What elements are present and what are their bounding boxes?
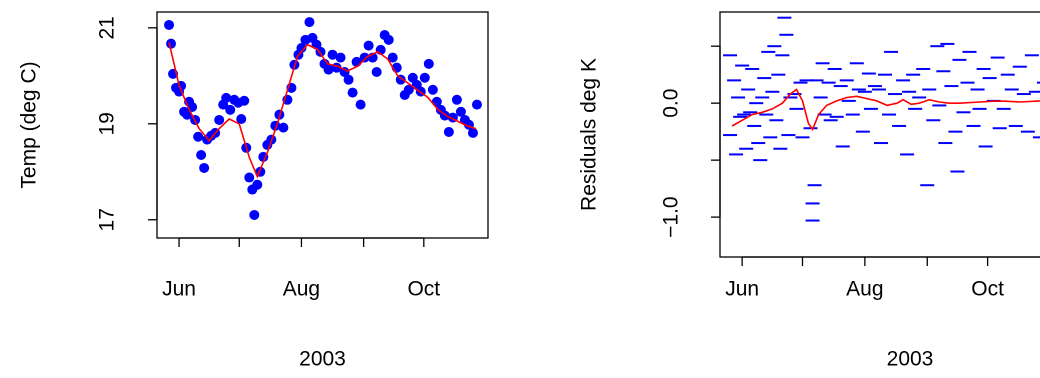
data-point bbox=[296, 42, 307, 53]
smooth-line bbox=[168, 42, 477, 179]
data-point bbox=[419, 72, 430, 83]
y-axis-label: Temp (deg C) bbox=[18, 61, 41, 188]
data-point bbox=[199, 162, 210, 173]
data-point bbox=[451, 94, 462, 105]
data-point bbox=[423, 58, 434, 69]
x-axis-label: 2003 bbox=[887, 348, 934, 371]
data-point bbox=[214, 114, 225, 125]
data-point bbox=[252, 179, 263, 190]
y-tick-label: 0.0 bbox=[660, 89, 683, 118]
data-point bbox=[225, 104, 236, 115]
data-point bbox=[471, 99, 482, 110]
x-tick-label: Jun bbox=[725, 278, 759, 301]
data-point bbox=[239, 95, 250, 106]
plot-area: Jun Aug Oct −1.0 0.0 2003 Residuals deg K bbox=[578, 11, 1040, 371]
data-point bbox=[278, 122, 289, 133]
plot-frame bbox=[719, 11, 1040, 258]
data-point bbox=[455, 106, 466, 117]
data-point bbox=[221, 92, 232, 103]
data-point bbox=[182, 109, 193, 120]
plot-frame bbox=[156, 11, 489, 239]
y-tick-label: 19 bbox=[96, 112, 119, 135]
data-point bbox=[249, 209, 260, 220]
plot-area: Jun Aug Oct 17 19 21 2003 Temp (deg C) bbox=[18, 11, 489, 371]
y-tick-label: −1.0 bbox=[660, 196, 683, 237]
data-point bbox=[304, 17, 315, 28]
data-point bbox=[467, 127, 478, 138]
x-tick-label: Oct bbox=[971, 278, 1004, 301]
data-point bbox=[164, 19, 175, 30]
smooth-line bbox=[731, 88, 1040, 132]
x-axis-label: 2003 bbox=[299, 348, 346, 371]
x-tick-label: Aug bbox=[283, 278, 320, 301]
data-point bbox=[244, 172, 255, 183]
data-point bbox=[335, 52, 346, 63]
data-point bbox=[196, 149, 207, 160]
data-point bbox=[355, 99, 366, 110]
data-point bbox=[371, 66, 382, 77]
data-point bbox=[359, 52, 370, 63]
x-tick-label: Jun bbox=[162, 278, 196, 301]
y-tick-label: 17 bbox=[96, 208, 119, 231]
data-point bbox=[387, 52, 398, 63]
data-point bbox=[343, 74, 354, 85]
data-point bbox=[443, 126, 454, 137]
data-point bbox=[347, 87, 358, 98]
y-axis-label: Residuals deg K bbox=[578, 58, 601, 211]
data-point bbox=[403, 84, 414, 95]
data-point bbox=[236, 114, 247, 125]
x-tick-label: Oct bbox=[407, 278, 440, 301]
data-point bbox=[339, 66, 350, 77]
y-tick-label: 21 bbox=[96, 16, 119, 39]
data-point bbox=[193, 131, 204, 142]
data-point bbox=[327, 49, 338, 60]
data-point bbox=[166, 38, 177, 49]
data-point bbox=[363, 40, 374, 51]
data-point bbox=[323, 64, 334, 75]
data-point bbox=[383, 34, 394, 45]
x-tick-label: Aug bbox=[846, 278, 883, 301]
data-point bbox=[427, 84, 438, 95]
